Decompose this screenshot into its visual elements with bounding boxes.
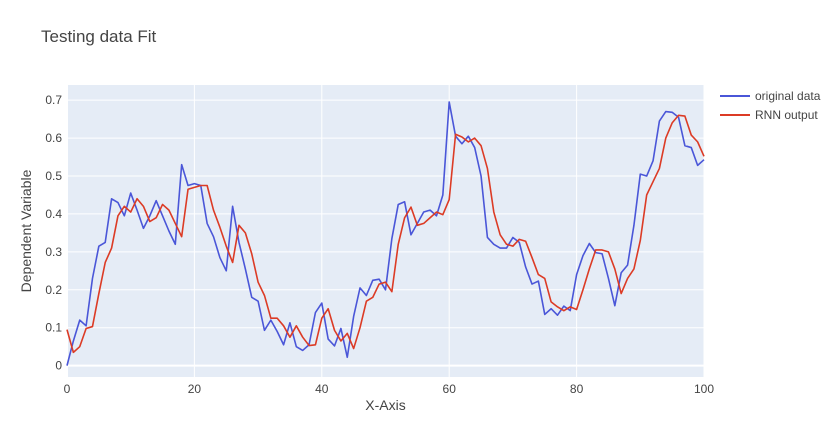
- y-axis-title: Dependent Variable: [18, 169, 34, 292]
- series-line-original-data: [66, 101, 705, 366]
- y-tick-label: 0.6: [45, 131, 62, 145]
- x-tick-label: 100: [694, 382, 714, 396]
- legend-label-rnn-output[interactable]: RNN output: [755, 108, 818, 122]
- x-tick-label: 60: [443, 382, 457, 396]
- y-tick-label: 0.3: [45, 245, 62, 259]
- y-tick-label: 0.1: [45, 321, 62, 335]
- plot-area: [67, 85, 704, 377]
- x-tick-label: 40: [315, 382, 329, 396]
- series-lines: [66, 101, 705, 366]
- x-axis-ticks: 0 20 40 60 80 100: [64, 382, 715, 396]
- x-tick-label: 0: [64, 382, 71, 396]
- y-axis-ticks: 0 0.1 0.2 0.3 0.4 0.5 0.6 0.7: [45, 93, 62, 372]
- x-tick-label: 20: [188, 382, 202, 396]
- legend[interactable]: original data RNN output: [720, 89, 821, 122]
- y-tick-label: 0.7: [45, 93, 62, 107]
- y-tick-label: 0.2: [45, 283, 62, 297]
- x-tick-label: 80: [570, 382, 584, 396]
- series-line-rnn-output: [66, 114, 705, 354]
- y-tick-label: 0.4: [45, 207, 62, 221]
- chart-title: Testing data Fit: [41, 27, 157, 46]
- y-tick-label: 0.5: [45, 169, 62, 183]
- grid-lines: [66, 85, 705, 377]
- y-tick-label: 0: [55, 359, 62, 373]
- x-axis-title: X-Axis: [365, 397, 405, 413]
- legend-label-original-data[interactable]: original data: [755, 89, 821, 103]
